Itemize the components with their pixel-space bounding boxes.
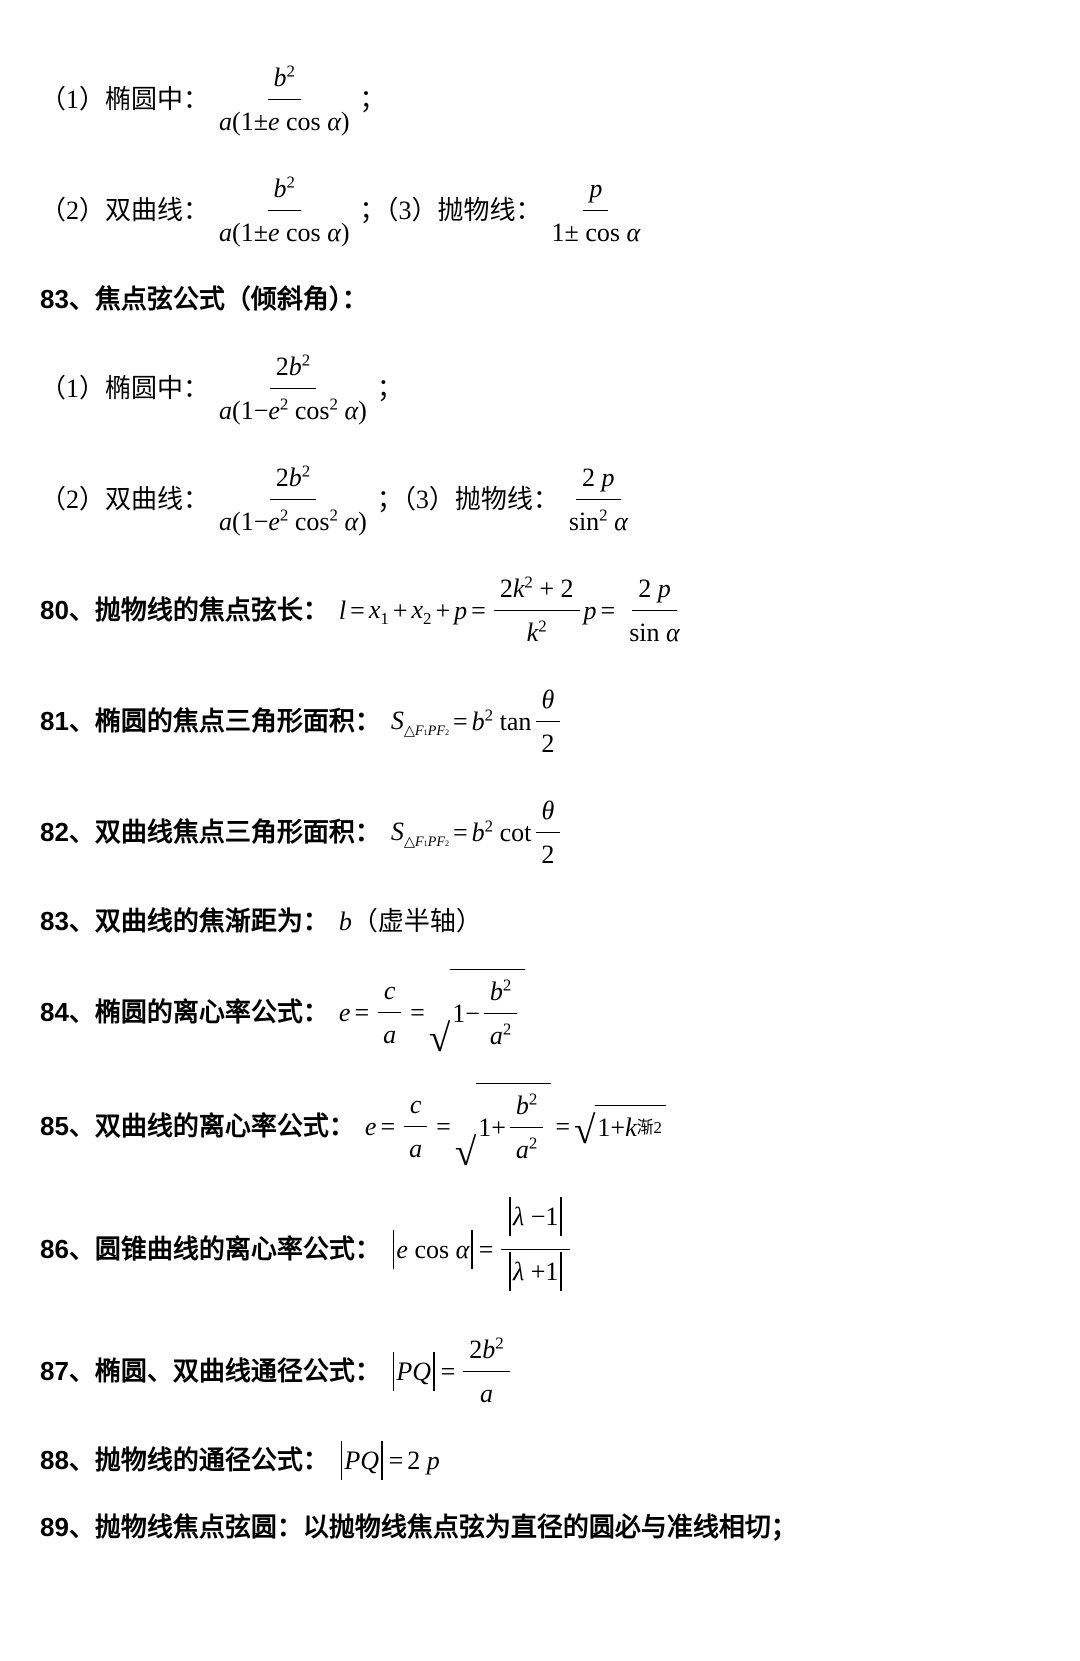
fraction-hyperbola: 2b2 a(1−e2 cos2 α) [213, 458, 373, 541]
item-84: 84、椭圆的离心率公式： e = c a = √ 1− b2 a2 [40, 969, 1040, 1055]
heading-text: 86、圆锥曲线的离心率公式： [40, 1230, 381, 1269]
item-hyperbola-parabola-radius: （2）双曲线： b2 a(1±e cos α) ；（3）抛物线： p 1± co… [40, 169, 1040, 252]
heading-text: 83、焦点弦公式（倾斜角）： [40, 280, 368, 319]
fraction-ca: c a [377, 971, 402, 1054]
fraction-hyperbola: b2 a(1±e cos α) [213, 169, 356, 252]
heading-83a: 83、焦点弦公式（倾斜角）： [40, 280, 1040, 319]
label: （2）双曲线： [40, 191, 209, 230]
fraction-parabola: 2 p sin2 α [563, 458, 634, 541]
label: （2）双曲线： [40, 480, 209, 519]
item-80: 80、抛物线的焦点弦长： l = x1 + x2 + p = 2k2 + 2 k… [40, 569, 1040, 652]
fraction: b2 a(1±e cos α) [213, 58, 356, 141]
abs-pq: PQ [391, 1352, 437, 1391]
item-86: 86、圆锥曲线的离心率公式： e cos α = λ −1 λ +1 [40, 1197, 1040, 1302]
fraction: 2b2 a(1−e2 cos2 α) [213, 347, 373, 430]
sep: ； [360, 80, 386, 119]
item-88: 88、抛物线的通径公式： PQ = 2 p [40, 1441, 1040, 1480]
label: （1）椭圆中： [40, 80, 209, 119]
fraction-sin: 2 p sin α [623, 569, 686, 652]
tail: （虚半轴） [352, 902, 482, 941]
item-89: 89、抛物线焦点弦圆：以抛物线焦点弦为直径的圆必与准线相切； [40, 1508, 1040, 1547]
fraction-ca: c a [403, 1085, 428, 1168]
fraction-theta: θ 2 [535, 680, 560, 763]
heading-text: 82、双曲线焦点三角形面积： [40, 813, 381, 852]
item-83b: 83、双曲线的焦渐距为： b （虚半轴） [40, 902, 1040, 941]
fraction: 2b2 a [463, 1330, 509, 1413]
heading-text: 87、椭圆、双曲线通径公式： [40, 1352, 381, 1391]
item-ellipse-chord: （1）椭圆中： 2b2 a(1−e2 cos2 α) ； [40, 347, 1040, 430]
fraction-parabola: p 1± cos α [546, 169, 647, 252]
sqrt-1: √ 1+ b2 a2 [455, 1083, 552, 1169]
heading-text: 80、抛物线的焦点弦长： [40, 591, 329, 630]
label-mid: ；（3）抛物线： [360, 191, 542, 230]
heading-text: 85、双曲线的离心率公式： [40, 1107, 355, 1146]
item-87: 87、椭圆、双曲线通径公式： PQ = 2b2 a [40, 1330, 1040, 1413]
heading-text: 88、抛物线的通径公式： [40, 1441, 329, 1480]
abs-pq: PQ [339, 1441, 385, 1480]
sqrt: √ 1− b2 a2 [429, 969, 526, 1055]
item-85: 85、双曲线的离心率公式： e = c a = √ 1+ b2 a2 = √ 1… [40, 1083, 1040, 1169]
item-ellipse-radius: （1）椭圆中： b2 a(1±e cos α) ； [40, 58, 1040, 141]
fraction-k: 2k2 + 2 k2 [494, 569, 580, 652]
heading-text: 81、椭圆的焦点三角形面积： [40, 702, 381, 741]
label-mid: ；（3）抛物线： [377, 480, 559, 519]
item-82: 82、双曲线焦点三角形面积： S△F1PF2 = b2 cot θ 2 [40, 791, 1040, 874]
item-81: 81、椭圆的焦点三角形面积： S△F1PF2 = b2 tan θ 2 [40, 680, 1040, 763]
abs-lhs: e cos α [391, 1230, 475, 1269]
sqrt-2: √ 1+ k渐2 [574, 1105, 666, 1147]
fraction-lambda: λ −1 λ +1 [501, 1197, 569, 1302]
heading-text: 84、椭圆的离心率公式： [40, 993, 329, 1032]
label: （1）椭圆中： [40, 369, 209, 408]
sep: ； [377, 369, 403, 408]
heading-text: 83、双曲线的焦渐距为： [40, 902, 329, 941]
heading-text: 89、抛物线焦点弦圆：以抛物线焦点弦为直径的圆必与准线相切； [40, 1508, 797, 1547]
fraction-theta: θ 2 [535, 791, 560, 874]
item-hyperbola-parabola-chord: （2）双曲线： 2b2 a(1−e2 cos2 α) ；（3）抛物线： 2 p … [40, 458, 1040, 541]
